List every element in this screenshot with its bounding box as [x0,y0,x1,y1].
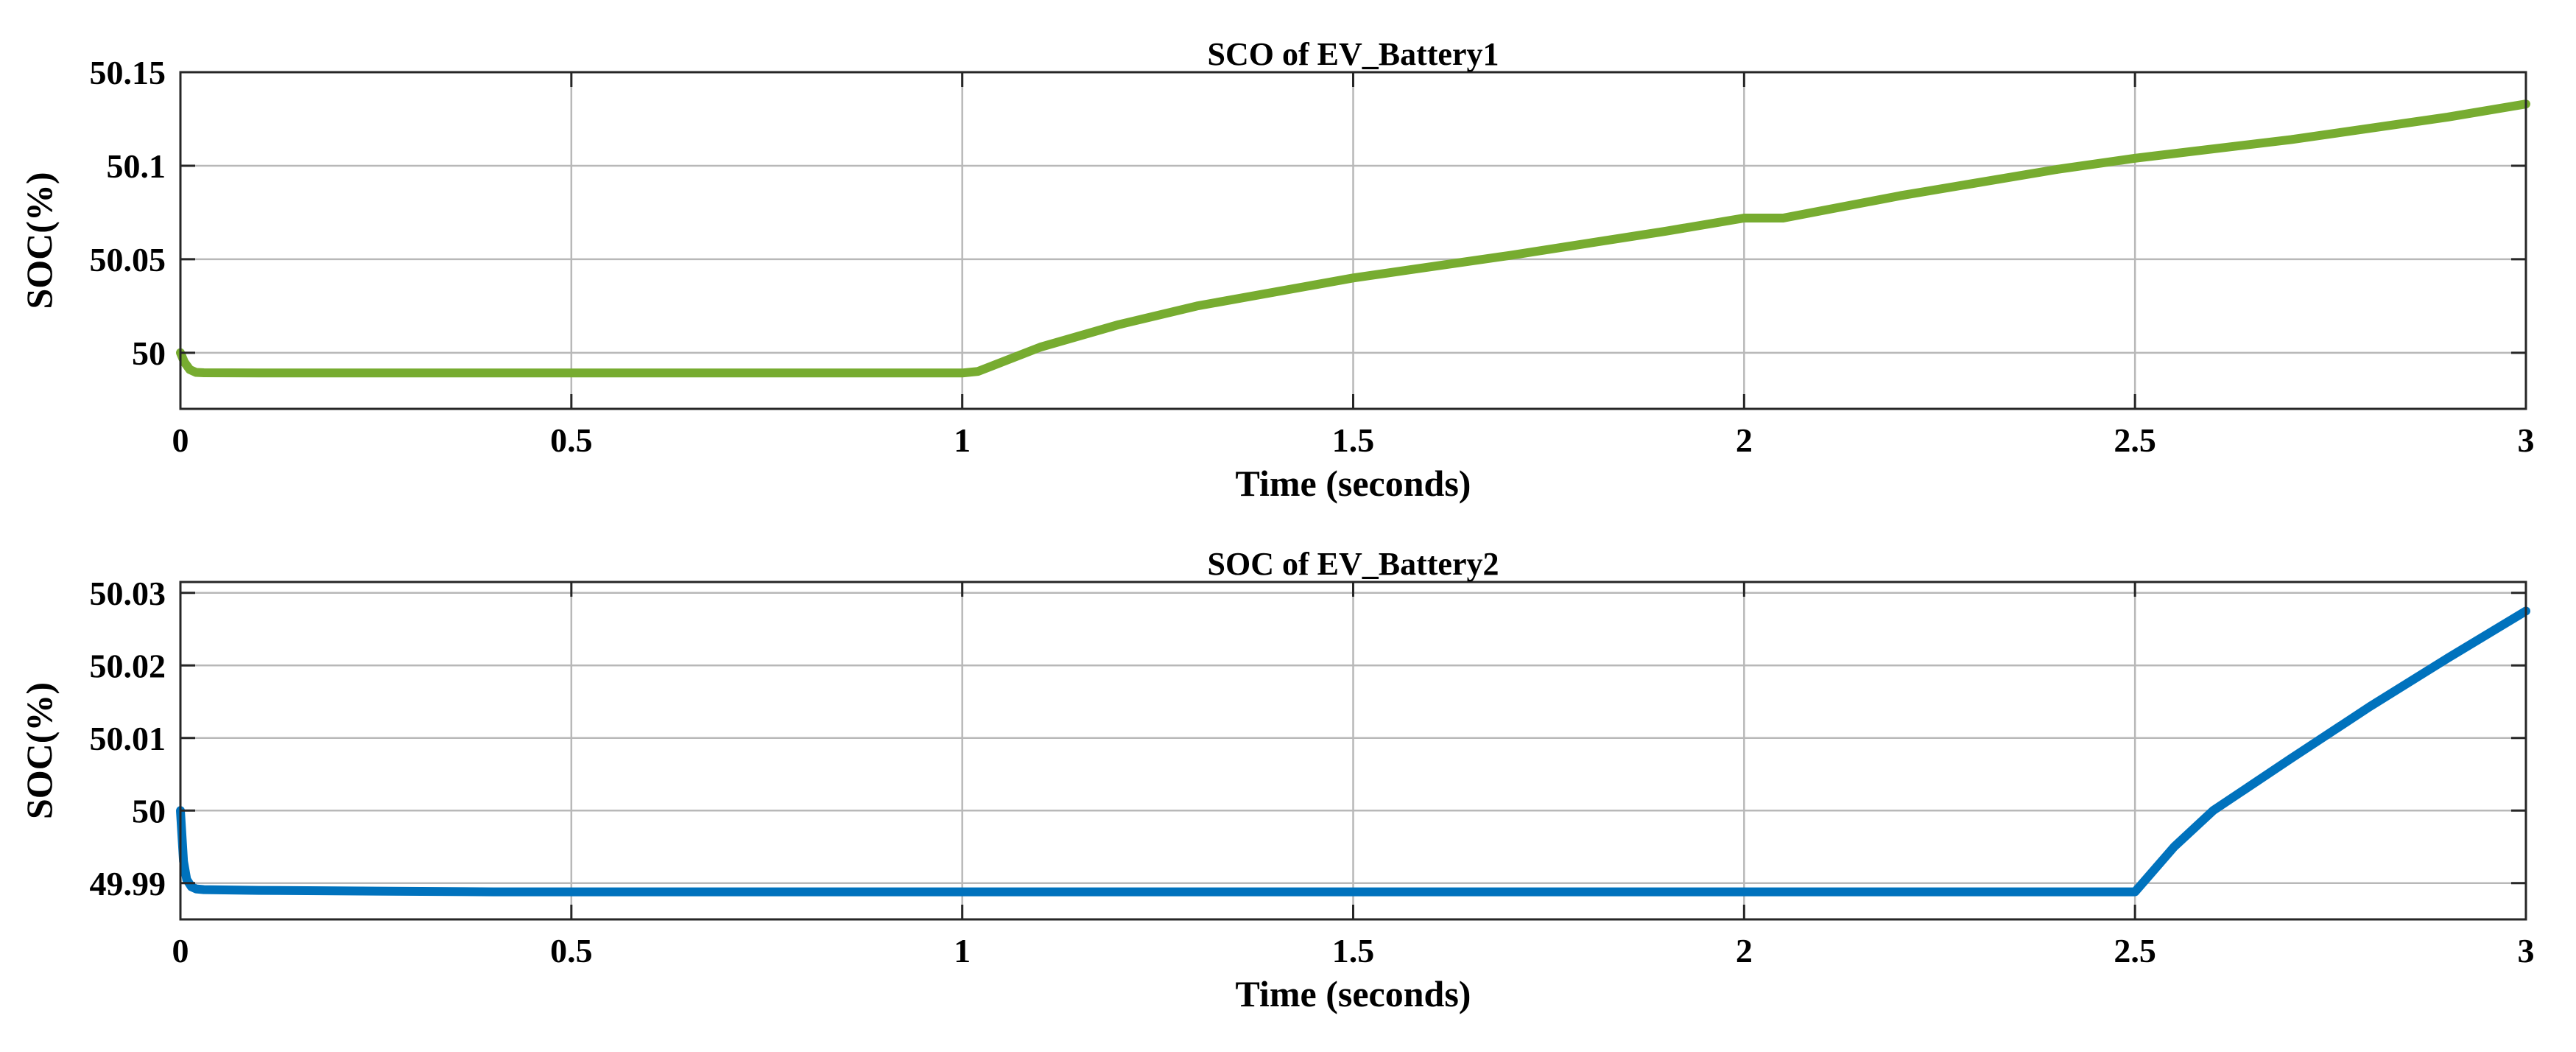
x-tick-label: 1 [954,421,971,459]
y-tick-label: 50.03 [90,575,166,612]
y-tick-label: 50.01 [90,720,166,757]
x-tick-label: 2.5 [2114,932,2156,969]
x-axis-label: Time (seconds) [1236,973,1471,1014]
x-tick-label: 0.5 [550,421,593,459]
x-tick-label: 1.5 [1332,421,1375,459]
x-tick-label: 2 [1736,932,1753,969]
x-tick-label: 3 [2518,421,2535,459]
y-tick-label: 50.15 [90,54,166,91]
x-tick-label: 1.5 [1332,932,1375,969]
y-tick-label: 49.99 [90,865,166,902]
series-line [176,606,2530,897]
grid [180,72,2526,409]
x-tick-label: 2 [1736,421,1753,459]
y-axis-label: SOC(%) [18,682,60,819]
series-line [176,99,2530,378]
x-tick-label: 3 [2518,932,2535,969]
y-tick-label: 50.02 [90,647,166,684]
x-tick-label: 0 [172,932,189,969]
y-tick-label: 50 [132,792,166,830]
x-tick-label: 0.5 [550,932,593,969]
y-tick-label: 50 [132,334,166,372]
chart-title: SOC of EV_Battery2 [1208,546,1499,582]
x-axis-label: Time (seconds) [1236,463,1471,504]
y-tick-label: 50.05 [90,241,166,278]
chart-battery1: 0 0.5 1 1.5 2 2.5 3 50 50.05 50.1 50.15 SCO of EV_B… [18,36,2535,504]
x-tick-label: 1 [954,932,971,969]
x-tick-label: 0 [172,421,189,459]
y-tick-label: 50.1 [107,147,166,185]
chart-title: SCO of EV_Battery1 [1208,36,1499,72]
x-tick-label: 2.5 [2114,421,2156,459]
chart-battery2: 0 0.5 1 1.5 2 2.5 3 49.99 50 50.01 50.02 50.03 SOC o… [18,546,2535,1014]
y-axis-label: SOC(%) [18,172,60,309]
